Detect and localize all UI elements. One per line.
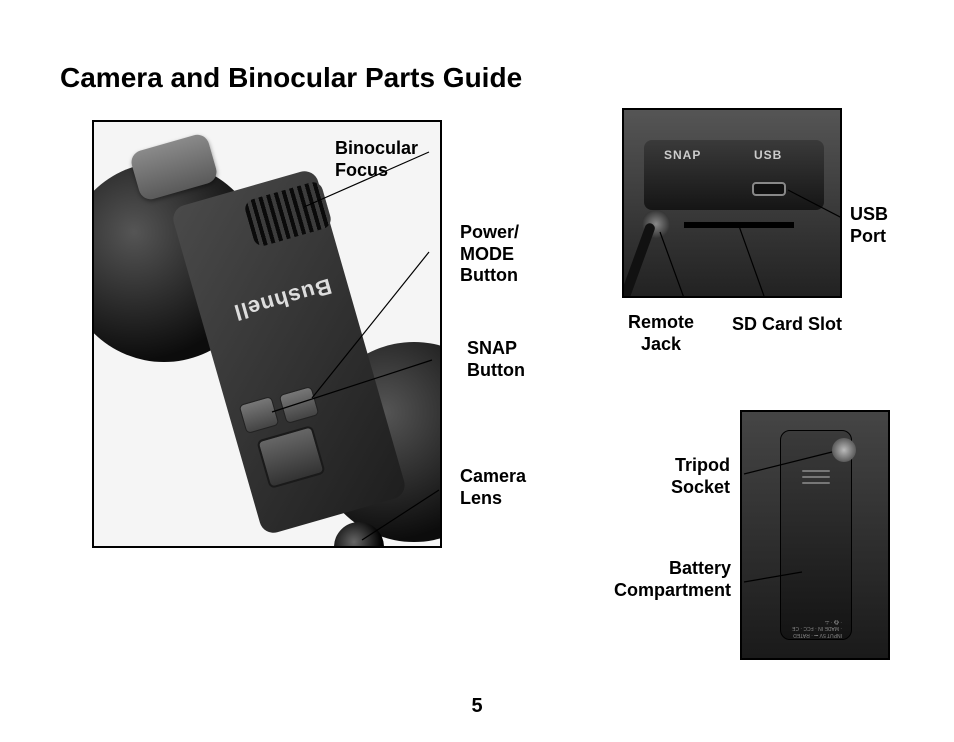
- label-power-mode: Power/ MODE Button: [460, 222, 519, 287]
- page-number: 5: [0, 695, 954, 718]
- label-usb-port: USB Port: [850, 204, 888, 247]
- label-remote-jack: Remote Jack: [628, 312, 694, 355]
- label-snap-button: SNAP Button: [467, 338, 525, 381]
- label-sd-card-slot: SD Card Slot: [732, 314, 842, 336]
- figure-ports: SNAP USB: [622, 108, 842, 298]
- figure-main-device: Bushnell: [92, 120, 442, 548]
- label-binocular-focus: Binocular Focus: [335, 138, 418, 181]
- figure-bottom: INPUT 5V ⎓ · RATED · MADE IN · FCC · CE …: [740, 410, 890, 660]
- label-camera-lens: Camera Lens: [460, 466, 526, 509]
- label-battery-compartment: Battery Compartment: [596, 558, 731, 601]
- label-tripod-socket: Tripod Socket: [622, 455, 730, 498]
- callout-lines-bottom: [742, 412, 890, 660]
- page-title: Camera and Binocular Parts Guide: [60, 62, 522, 94]
- callout-lines-ports: [624, 110, 842, 298]
- callout-lines-main: [94, 122, 442, 548]
